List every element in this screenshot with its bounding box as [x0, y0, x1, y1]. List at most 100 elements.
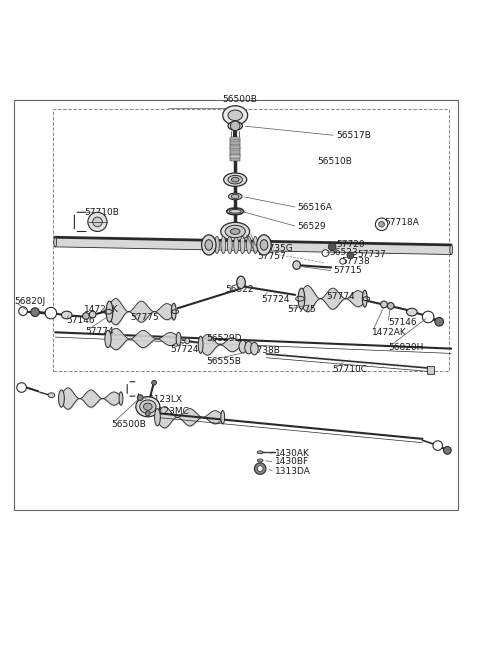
Text: 56517B: 56517B: [336, 131, 371, 140]
Bar: [230, 144, 240, 147]
Circle shape: [375, 218, 388, 231]
Ellipse shape: [240, 236, 245, 253]
Bar: [230, 153, 240, 157]
Circle shape: [433, 441, 443, 451]
Ellipse shape: [119, 392, 123, 405]
Circle shape: [422, 311, 434, 323]
Polygon shape: [55, 237, 451, 255]
Ellipse shape: [202, 235, 216, 255]
Ellipse shape: [215, 236, 219, 253]
Circle shape: [145, 411, 150, 416]
Text: 1472AK: 1472AK: [372, 328, 407, 337]
Ellipse shape: [140, 400, 156, 413]
Text: 56523: 56523: [329, 248, 358, 257]
Ellipse shape: [228, 122, 242, 130]
Bar: [230, 151, 240, 155]
Ellipse shape: [237, 276, 245, 289]
Ellipse shape: [205, 240, 213, 250]
Ellipse shape: [381, 301, 387, 308]
Text: 56510B: 56510B: [317, 157, 352, 166]
Text: 57737: 57737: [358, 250, 386, 259]
Text: 57775: 57775: [131, 313, 159, 322]
Ellipse shape: [234, 236, 239, 253]
Ellipse shape: [230, 229, 240, 234]
Circle shape: [137, 395, 143, 400]
Ellipse shape: [198, 336, 203, 354]
Bar: [230, 146, 240, 150]
Ellipse shape: [260, 240, 268, 250]
Circle shape: [347, 252, 354, 259]
Text: 1313DA: 1313DA: [275, 467, 311, 476]
Ellipse shape: [225, 225, 245, 238]
Ellipse shape: [239, 341, 247, 353]
Ellipse shape: [221, 236, 226, 253]
Bar: [230, 137, 240, 141]
Circle shape: [322, 250, 329, 257]
Circle shape: [152, 381, 156, 385]
Text: 1430AK: 1430AK: [275, 449, 310, 458]
Circle shape: [444, 447, 451, 454]
Circle shape: [31, 308, 39, 316]
Ellipse shape: [54, 237, 57, 247]
Text: 1123LX: 1123LX: [149, 395, 183, 404]
Bar: [230, 158, 240, 161]
Circle shape: [17, 383, 26, 392]
Circle shape: [230, 121, 240, 131]
Ellipse shape: [247, 236, 252, 253]
Ellipse shape: [293, 261, 300, 269]
Circle shape: [93, 217, 102, 227]
Ellipse shape: [185, 338, 190, 344]
Bar: [230, 149, 240, 152]
Text: 1123MC: 1123MC: [153, 407, 190, 416]
Ellipse shape: [387, 303, 394, 309]
Ellipse shape: [136, 397, 160, 417]
Ellipse shape: [253, 236, 258, 253]
Text: 57718A: 57718A: [384, 218, 419, 227]
Ellipse shape: [228, 176, 242, 184]
Bar: [230, 155, 240, 159]
Circle shape: [328, 243, 336, 251]
Circle shape: [379, 221, 384, 227]
Ellipse shape: [59, 390, 64, 407]
Text: 57710C: 57710C: [332, 365, 367, 374]
Text: 57724: 57724: [262, 295, 290, 304]
Text: 57710B: 57710B: [84, 208, 119, 217]
Circle shape: [435, 318, 444, 326]
Ellipse shape: [224, 173, 247, 187]
Ellipse shape: [48, 393, 55, 398]
Ellipse shape: [144, 403, 152, 410]
Ellipse shape: [176, 332, 181, 346]
Text: 57735G: 57735G: [257, 244, 292, 253]
Ellipse shape: [229, 210, 241, 214]
Text: 57724: 57724: [170, 345, 199, 354]
Text: 57720: 57720: [336, 240, 365, 250]
Ellipse shape: [223, 105, 248, 125]
Bar: [14, 100, 458, 510]
Bar: [230, 141, 240, 145]
Bar: [230, 140, 240, 143]
Bar: [427, 366, 434, 373]
Ellipse shape: [362, 290, 367, 307]
Ellipse shape: [61, 311, 72, 319]
Ellipse shape: [221, 411, 225, 424]
Ellipse shape: [407, 309, 417, 316]
Text: 57146: 57146: [66, 316, 95, 325]
Text: 56820J: 56820J: [14, 297, 46, 306]
Ellipse shape: [171, 303, 176, 320]
Ellipse shape: [228, 110, 242, 121]
Circle shape: [19, 307, 27, 316]
Ellipse shape: [155, 409, 160, 426]
Text: 56820H: 56820H: [388, 343, 423, 352]
Text: 57738B: 57738B: [245, 346, 280, 355]
Text: 57738: 57738: [341, 257, 370, 266]
Ellipse shape: [105, 330, 111, 348]
Text: 1472AK: 1472AK: [84, 305, 119, 314]
Ellipse shape: [106, 301, 113, 322]
Ellipse shape: [298, 288, 305, 309]
Text: 57757: 57757: [257, 252, 286, 261]
Text: 56522: 56522: [226, 285, 254, 293]
Ellipse shape: [231, 195, 239, 198]
Ellipse shape: [257, 451, 263, 454]
Ellipse shape: [251, 343, 258, 355]
Text: 1430BF: 1430BF: [275, 457, 309, 466]
